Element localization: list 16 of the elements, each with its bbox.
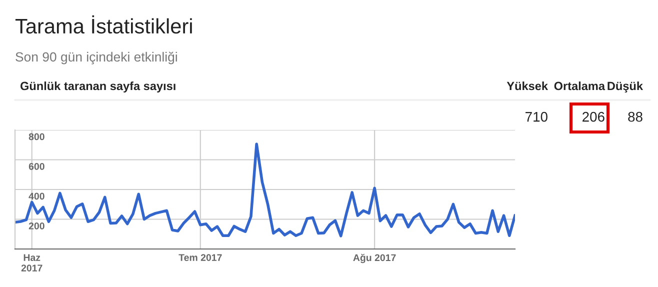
x-tick-label: Ağu 2017 <box>353 254 396 264</box>
text: Düşük <box>608 82 644 92</box>
x-tick-label: Tem 2017 <box>178 254 222 261</box>
text: 206 <box>582 112 604 122</box>
y-tick-label: 200 <box>28 222 44 230</box>
chart-subtitle: Son 90 gün içindeki etkinliği <box>16 52 177 64</box>
chart-title: Tarama İstatistikleri <box>15 15 192 34</box>
text: Ortalama <box>554 82 606 90</box>
text: Yüksek <box>506 82 548 90</box>
text: 710 <box>526 112 548 122</box>
y-tick-label: 400 <box>28 192 44 200</box>
y-tick-label: 800 <box>28 133 44 140</box>
text: Günlük taranan sayfa sayısı <box>20 82 176 92</box>
text: 88 <box>628 112 642 122</box>
y-tick-label: 600 <box>28 163 44 170</box>
x-tick-label: Haz 2017 <box>21 254 42 272</box>
